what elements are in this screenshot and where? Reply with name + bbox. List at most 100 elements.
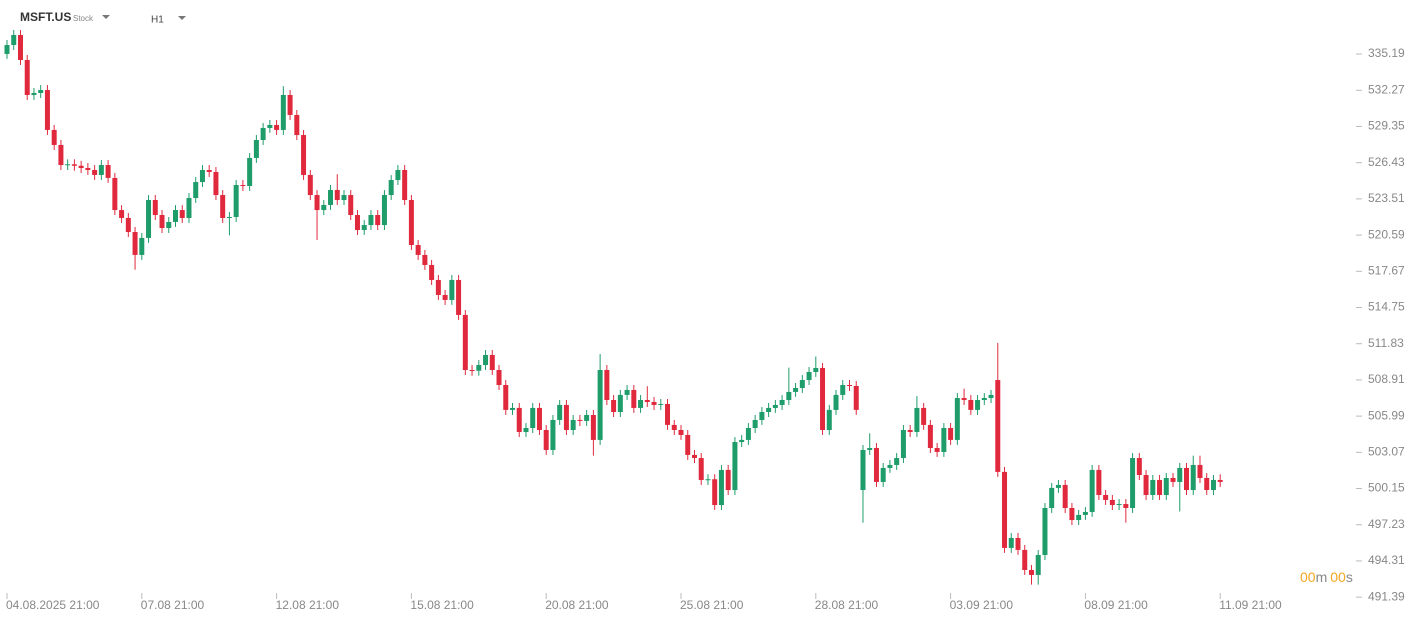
candle-body <box>1042 507 1048 555</box>
x-tick-label: 28.08 21:00 <box>815 598 879 612</box>
candle-body <box>1089 469 1095 512</box>
interval[interactable]: H1 <box>151 15 164 26</box>
candle-body <box>179 210 185 218</box>
x-tick-label: 11.09 21:00 <box>1219 598 1282 612</box>
countdown-seconds: 00 <box>1330 569 1346 585</box>
candle-body <box>530 407 536 429</box>
candle-body <box>1123 504 1129 508</box>
candle-body <box>1116 504 1122 506</box>
candle-body <box>274 124 280 130</box>
y-tick-label: 514.75 <box>1368 300 1405 314</box>
candle-body <box>375 215 381 226</box>
candle-body <box>314 195 320 211</box>
candle-body <box>644 400 650 402</box>
candle-body <box>705 479 711 481</box>
candle-body <box>65 164 71 166</box>
candle-body <box>1022 549 1028 570</box>
candle-body <box>321 204 327 211</box>
candle-body <box>1015 538 1021 550</box>
candle-body <box>907 430 913 432</box>
candle-body <box>1035 554 1041 575</box>
candle-body <box>631 389 637 408</box>
x-tick-label: 15.08 21:00 <box>410 598 474 612</box>
candle-body <box>132 231 138 255</box>
candle-body <box>853 385 859 410</box>
candle-body <box>826 409 832 431</box>
countdown: 00m 00s <box>1300 569 1353 585</box>
candle-body <box>456 279 462 315</box>
candle-body <box>968 400 974 410</box>
candle-body <box>1096 469 1102 495</box>
candle-body <box>550 419 556 450</box>
candle-body <box>685 434 691 455</box>
candle-body <box>78 165 84 169</box>
candle-body <box>260 127 266 140</box>
candle-body <box>873 447 879 482</box>
candle-body <box>900 430 906 459</box>
candle-body <box>678 430 684 435</box>
candle-body <box>206 169 212 172</box>
candle-body <box>469 369 475 371</box>
candle-body <box>307 174 313 196</box>
y-tick-label: 532.27 <box>1368 82 1405 96</box>
countdown-seconds-unit: s <box>1346 569 1353 585</box>
candle-body <box>408 200 414 246</box>
candle-body <box>368 215 374 226</box>
candle-body <box>961 398 967 400</box>
candle-body <box>590 415 596 440</box>
y-tick-label: 511.83 <box>1368 336 1404 350</box>
candle-body <box>772 404 778 408</box>
candle-body <box>557 404 563 420</box>
countdown-minutes-unit: m <box>1316 569 1328 585</box>
candle-body <box>1157 479 1163 495</box>
candle-body <box>328 189 334 205</box>
candle-body <box>247 157 253 186</box>
x-tick-label: 07.08 21:00 <box>141 598 205 612</box>
candle-body <box>786 391 792 400</box>
candle-body <box>597 369 603 440</box>
y-tick-label: 503.07 <box>1368 444 1405 458</box>
candle-body <box>287 94 293 115</box>
candle-body <box>51 129 57 145</box>
candle-body <box>476 365 482 371</box>
candle-body <box>105 165 111 178</box>
candle-body <box>44 90 50 130</box>
candle-body <box>975 400 981 410</box>
y-tick-label: 500.15 <box>1368 481 1405 495</box>
candle-body <box>429 264 435 280</box>
candle-body <box>193 182 199 199</box>
candle-body <box>793 387 799 392</box>
candle-body <box>584 415 590 421</box>
candle-body <box>422 254 428 265</box>
interval-dropdown[interactable] <box>178 16 186 20</box>
candle-body <box>71 164 77 166</box>
candle-body <box>1069 507 1075 521</box>
candle-body <box>402 169 408 200</box>
y-tick-label: 335.19 <box>1368 46 1405 60</box>
candle-body <box>691 454 697 459</box>
x-tick-label: 08.09 21:00 <box>1084 598 1148 612</box>
candle-body <box>435 279 441 295</box>
candle-body <box>294 114 300 136</box>
symbol[interactable]: MSFT.US <box>20 10 71 24</box>
candle-body <box>483 354 489 366</box>
candle-body <box>887 464 893 468</box>
y-tick-label: 526.43 <box>1368 155 1405 169</box>
candle-body <box>1109 499 1115 506</box>
candle-body <box>543 430 549 450</box>
candle-body <box>1130 458 1136 508</box>
y-tick-label: 505.99 <box>1368 408 1405 422</box>
candle-body <box>1008 538 1014 548</box>
candle-body <box>462 314 468 370</box>
candle-body <box>1143 475 1149 495</box>
candle-body <box>334 189 340 200</box>
candle-body <box>604 369 610 400</box>
symbol-dropdown[interactable] <box>102 15 110 19</box>
candle-body <box>1163 477 1169 495</box>
candle-body <box>523 428 529 432</box>
candle-body <box>510 407 515 410</box>
candle-body <box>1082 511 1088 515</box>
candle-body <box>1204 477 1210 491</box>
y-tick-label: 529.35 <box>1368 119 1405 133</box>
